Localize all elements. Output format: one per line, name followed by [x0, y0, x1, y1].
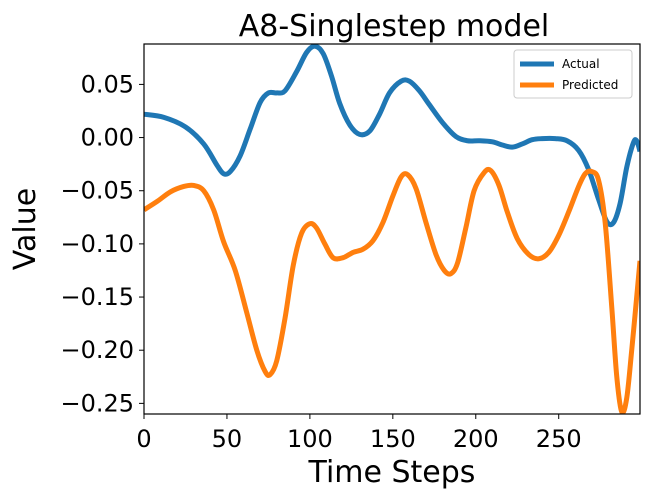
- axes: 0 50 100 150 200 250 0.05 0.00 −0.05 −0.10 −0.15 −0…: [60, 43, 641, 453]
- y-axis-label: Value: [8, 188, 43, 270]
- series-line-actual: [144, 44, 640, 228]
- y-tick-label: −0.05: [60, 177, 134, 205]
- legend: Actual Predicted: [513, 49, 633, 99]
- x-tick-label: 100: [287, 425, 333, 453]
- legend-label-predicted: Predicted: [562, 78, 618, 92]
- x-tick-label: 200: [453, 425, 499, 453]
- x-tick-label: 0: [136, 425, 151, 453]
- y-tick-label: 0.00: [81, 124, 134, 152]
- y-tick-label: −0.25: [60, 389, 134, 417]
- y-tick-label: −0.20: [60, 336, 134, 364]
- legend-label-actual: Actual: [562, 57, 600, 71]
- axes-frame: [143, 43, 641, 415]
- x-tick-label: 250: [536, 425, 582, 453]
- x-axis-label: Time Steps: [308, 455, 476, 490]
- y-tick-label: −0.10: [60, 230, 134, 258]
- series-line-predicted: [144, 166, 640, 414]
- y-tick-label: −0.15: [60, 283, 134, 311]
- plot-area: [144, 44, 640, 414]
- chart-title: A8-Singlestep model: [239, 9, 550, 44]
- y-tick-label: 0.05: [81, 70, 134, 98]
- x-tick-label: 50: [212, 425, 243, 453]
- x-tick-label: 150: [370, 425, 416, 453]
